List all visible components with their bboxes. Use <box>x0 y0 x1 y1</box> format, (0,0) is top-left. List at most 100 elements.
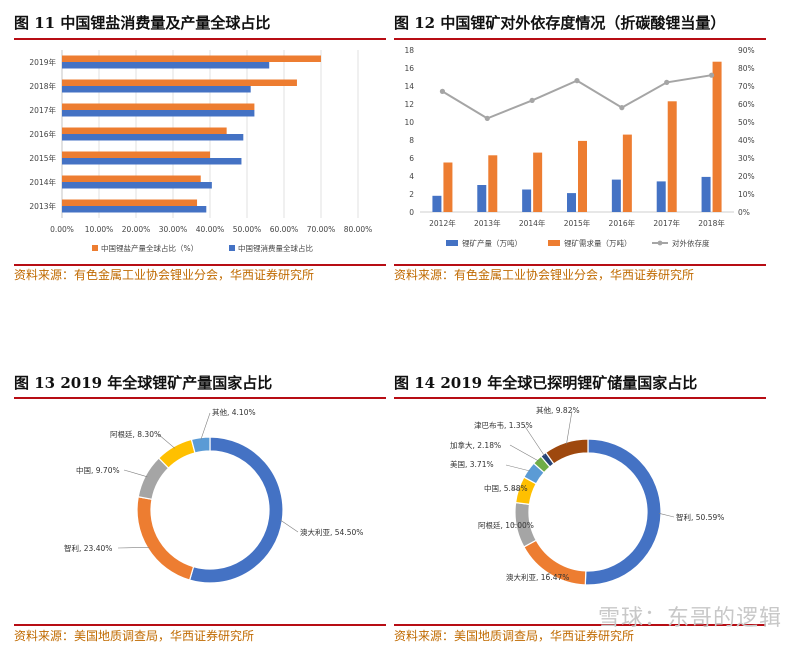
figure-14-bottom-rule <box>394 624 766 626</box>
x-tick-label: 2016年 <box>609 218 636 228</box>
y-left-tick-label: 6 <box>409 154 414 163</box>
y-left-tick-label: 18 <box>404 46 414 55</box>
slice-label: 中国, 5.88% <box>484 483 528 493</box>
legend-label: 中国锂消费量全球占比 <box>238 243 313 253</box>
point-import-dependence <box>619 105 625 111</box>
y-left-tick-label: 4 <box>409 172 414 181</box>
bar-consumption-share <box>62 158 242 165</box>
x-tick-label: 20.00% <box>122 225 151 234</box>
y-tick-label: 2015年 <box>29 153 56 163</box>
slice-label: 津巴布韦, 1.35% <box>474 420 533 430</box>
slice-label: 阿根廷, 10.00% <box>478 520 534 530</box>
watermark: 雪球：东哥的逻辑 <box>597 606 782 631</box>
bar-production-share <box>62 103 255 110</box>
slice-智利 <box>136 496 195 581</box>
y-left-tick-label: 12 <box>404 100 414 109</box>
x-tick-label: 70.00% <box>307 225 336 234</box>
figure-12-title: 图 12 中国锂矿对外依存度情况（折碳酸锂当量） <box>394 14 726 32</box>
leader-line <box>511 488 521 491</box>
slice-label: 加拿大, 2.18% <box>450 440 501 450</box>
y-tick-label: 2017年 <box>29 105 56 115</box>
slice-label: 澳大利亚, 54.50% <box>300 527 363 537</box>
figure-12-source: 资料来源：有色金属工业协会锂业分会，华西证券研究所 <box>394 268 695 282</box>
figure-12-bottom-rule <box>394 264 766 266</box>
y-right-tick-label: 30% <box>738 154 755 163</box>
y-left-tick-label: 2 <box>409 190 414 199</box>
x-tick-label: 50.00% <box>233 225 262 234</box>
bar-consumption-share <box>62 86 251 93</box>
bar-production-share <box>62 175 201 182</box>
point-import-dependence <box>439 88 446 94</box>
y-tick-label: 2019年 <box>29 57 56 67</box>
bar-consumption-share <box>62 206 207 213</box>
y-left-tick-label: 10 <box>404 118 414 127</box>
bar-lithium-mine-output <box>477 185 487 212</box>
x-tick-label: 10.00% <box>85 225 114 234</box>
bar-production-share <box>62 55 321 62</box>
point-import-dependence <box>708 72 715 78</box>
figure-13-bottom-rule <box>14 624 386 626</box>
x-tick-label: 2012年 <box>429 218 456 228</box>
figure-13-source: 资料来源：美国地质调查局，华西证券研究所 <box>14 629 255 643</box>
y-left-tick-label: 8 <box>409 136 414 145</box>
y-tick-label: 2013年 <box>29 201 56 211</box>
x-tick-label: 40.00% <box>196 225 225 234</box>
x-tick-label: 2018年 <box>698 218 725 228</box>
figure-11-top-rule <box>14 38 386 40</box>
leader-line <box>117 546 150 549</box>
y-tick-label: 2016年 <box>29 129 56 139</box>
leader-line <box>123 469 148 478</box>
bar-lithium-mine-output <box>701 176 711 212</box>
bar-production-share <box>62 127 227 134</box>
x-tick-label: 2015年 <box>564 218 591 228</box>
figure-11-bottom-rule <box>14 264 386 266</box>
bar-lithium-mine-demand <box>578 140 587 212</box>
leader-line <box>200 412 211 440</box>
leader-line <box>157 433 176 449</box>
figure-12-top-rule <box>394 38 766 40</box>
x-tick-label: 2013年 <box>474 218 501 228</box>
leader-line <box>566 410 573 445</box>
slice-label: 智利, 50.59% <box>676 512 724 522</box>
y-right-tick-label: 10% <box>738 190 755 199</box>
figure-14-source: 资料来源：美国地质调查局，华西证券研究所 <box>394 629 635 643</box>
figure-13-title: 图 13 2019 年全球锂矿产量国家占比 <box>14 374 273 392</box>
x-tick-label: 2017年 <box>653 218 680 228</box>
y-left-tick-label: 0 <box>409 208 414 217</box>
slice-label: 澳大利亚, 16.47% <box>506 572 569 582</box>
legend-swatch <box>92 245 98 251</box>
slice-智利 <box>584 438 662 586</box>
leader-line <box>658 513 675 518</box>
bar-consumption-share <box>62 62 270 69</box>
point-import-dependence <box>529 97 535 103</box>
figure-11-title: 图 11 中国锂盐消费量及产量全球占比 <box>14 14 271 32</box>
y-tick-label: 2014年 <box>29 177 56 187</box>
slice-澳大利亚 <box>188 436 284 584</box>
bar-consumption-share <box>62 110 255 117</box>
leader-line <box>523 424 545 457</box>
legend-swatch <box>548 240 560 246</box>
leader-line <box>545 572 551 576</box>
leader-line <box>509 444 539 462</box>
y-right-tick-label: 80% <box>738 64 755 73</box>
bar-production-share <box>62 199 198 206</box>
slice-阿根廷 <box>157 438 196 469</box>
leader-line <box>280 519 299 533</box>
figure-14-chart: 智利, 50.59% 澳大利亚, 16.47% 阿根廷, 10.00% 中国, 5.8… <box>450 405 724 586</box>
bar-lithium-mine-output <box>522 189 532 212</box>
x-tick-label: 0.00% <box>50 225 74 234</box>
y-right-tick-label: 0% <box>738 208 750 217</box>
bar-lithium-mine-demand <box>443 162 453 212</box>
bar-lithium-mine-demand <box>622 134 632 212</box>
bar-lithium-mine-output <box>432 195 442 212</box>
slice-label: 阿根廷, 8.30% <box>110 429 161 439</box>
slice-label: 其他, 4.10% <box>212 407 256 417</box>
slice-label: 智利, 23.40% <box>64 543 112 553</box>
slice-其他 <box>190 436 211 454</box>
bar-lithium-mine-demand <box>488 155 498 212</box>
x-tick-label: 30.00% <box>159 225 188 234</box>
legend-swatch <box>229 245 235 251</box>
bar-production-share <box>62 79 297 86</box>
y-tick-label: 2018年 <box>29 81 56 91</box>
x-tick-label: 80.00% <box>344 225 373 234</box>
